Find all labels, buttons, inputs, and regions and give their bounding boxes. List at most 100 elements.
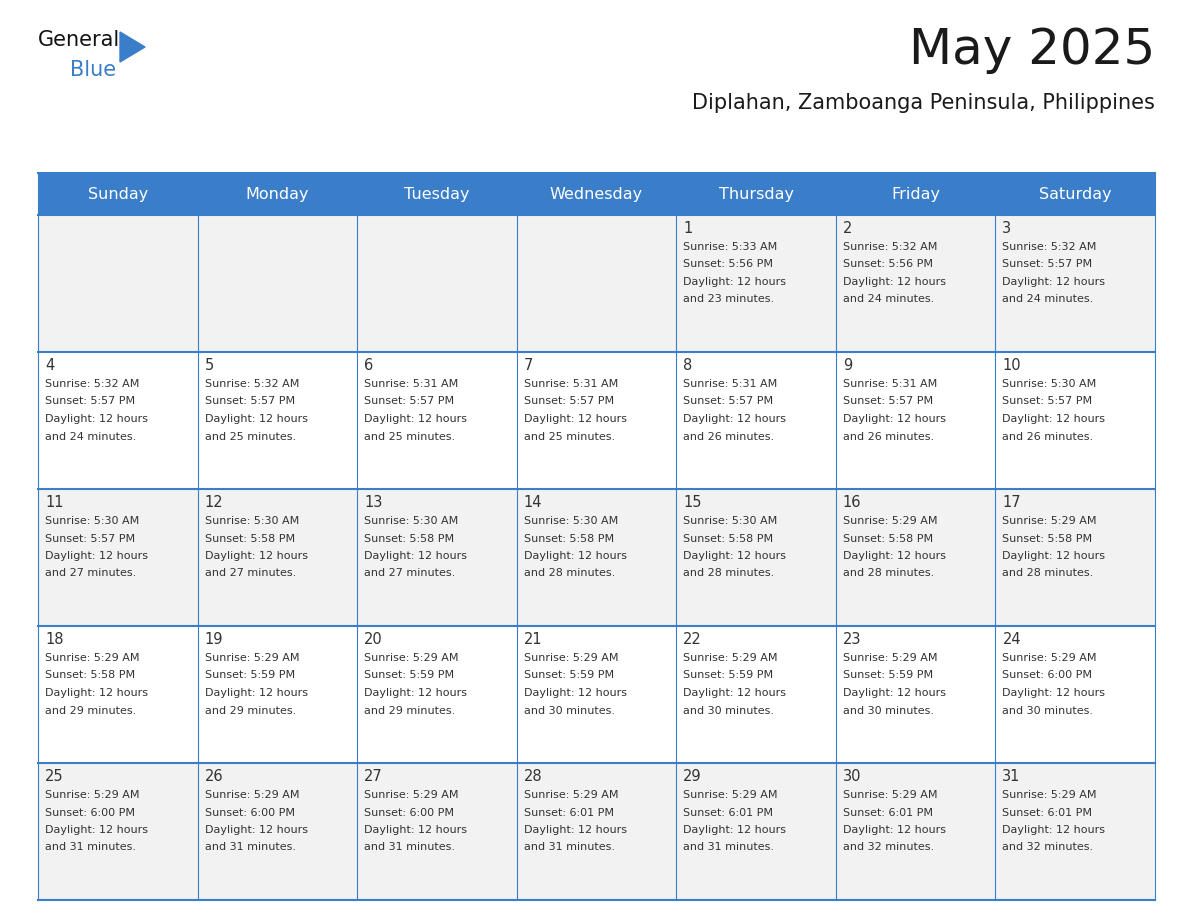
Text: 5: 5: [204, 358, 214, 373]
Bar: [38, 489, 197, 626]
Bar: [197, 352, 358, 489]
Text: and 29 minutes.: and 29 minutes.: [365, 706, 455, 715]
Text: Sunrise: 5:31 AM: Sunrise: 5:31 AM: [524, 379, 618, 389]
Text: Sunset: 5:56 PM: Sunset: 5:56 PM: [842, 260, 933, 270]
Text: Sunset: 5:58 PM: Sunset: 5:58 PM: [204, 533, 295, 543]
Text: 19: 19: [204, 632, 223, 647]
Bar: [197, 173, 358, 215]
Text: Sunset: 6:01 PM: Sunset: 6:01 PM: [524, 808, 614, 818]
Text: Daylight: 12 hours: Daylight: 12 hours: [842, 825, 946, 835]
Text: 17: 17: [1003, 495, 1020, 510]
Bar: [996, 352, 1155, 489]
Text: Sunrise: 5:29 AM: Sunrise: 5:29 AM: [683, 653, 778, 663]
Text: Daylight: 12 hours: Daylight: 12 hours: [365, 414, 467, 424]
Bar: [836, 215, 996, 352]
Text: Daylight: 12 hours: Daylight: 12 hours: [842, 688, 946, 698]
Bar: [836, 626, 996, 763]
Text: Sunrise: 5:29 AM: Sunrise: 5:29 AM: [45, 790, 139, 800]
Bar: [996, 626, 1155, 763]
Text: Daylight: 12 hours: Daylight: 12 hours: [1003, 414, 1105, 424]
Text: Diplahan, Zamboanga Peninsula, Philippines: Diplahan, Zamboanga Peninsula, Philippin…: [693, 93, 1155, 113]
Bar: [676, 215, 836, 352]
Bar: [676, 173, 836, 215]
Text: Sunrise: 5:29 AM: Sunrise: 5:29 AM: [204, 653, 299, 663]
Text: Sunset: 5:57 PM: Sunset: 5:57 PM: [204, 397, 295, 407]
Text: Daylight: 12 hours: Daylight: 12 hours: [204, 551, 308, 561]
Text: Daylight: 12 hours: Daylight: 12 hours: [1003, 277, 1105, 287]
Text: Sunrise: 5:31 AM: Sunrise: 5:31 AM: [683, 379, 777, 389]
Text: and 32 minutes.: and 32 minutes.: [842, 843, 934, 853]
Text: Sunset: 5:57 PM: Sunset: 5:57 PM: [1003, 397, 1093, 407]
Text: 29: 29: [683, 769, 702, 784]
Text: Sunset: 5:57 PM: Sunset: 5:57 PM: [842, 397, 933, 407]
Text: Sunset: 5:58 PM: Sunset: 5:58 PM: [45, 670, 135, 680]
Bar: [676, 763, 836, 900]
Text: Daylight: 12 hours: Daylight: 12 hours: [524, 825, 627, 835]
Text: 25: 25: [45, 769, 64, 784]
Text: Sunset: 5:59 PM: Sunset: 5:59 PM: [365, 670, 454, 680]
Text: Sunset: 5:56 PM: Sunset: 5:56 PM: [683, 260, 773, 270]
Text: Sunset: 5:58 PM: Sunset: 5:58 PM: [683, 533, 773, 543]
Text: 3: 3: [1003, 221, 1011, 236]
Text: Daylight: 12 hours: Daylight: 12 hours: [1003, 825, 1105, 835]
Text: Sunrise: 5:29 AM: Sunrise: 5:29 AM: [1003, 653, 1097, 663]
Text: and 28 minutes.: and 28 minutes.: [683, 568, 775, 578]
Text: 16: 16: [842, 495, 861, 510]
Text: Daylight: 12 hours: Daylight: 12 hours: [204, 688, 308, 698]
Text: Sunday: Sunday: [88, 186, 148, 201]
Bar: [836, 352, 996, 489]
Text: Daylight: 12 hours: Daylight: 12 hours: [45, 825, 148, 835]
Text: Daylight: 12 hours: Daylight: 12 hours: [1003, 688, 1105, 698]
Text: Daylight: 12 hours: Daylight: 12 hours: [365, 551, 467, 561]
Text: and 27 minutes.: and 27 minutes.: [45, 568, 137, 578]
Text: General: General: [38, 30, 120, 50]
Text: and 31 minutes.: and 31 minutes.: [45, 843, 135, 853]
Text: Sunset: 5:58 PM: Sunset: 5:58 PM: [842, 533, 933, 543]
Bar: [38, 352, 197, 489]
Bar: [358, 489, 517, 626]
Text: Daylight: 12 hours: Daylight: 12 hours: [683, 551, 786, 561]
Bar: [358, 626, 517, 763]
Text: Sunset: 5:57 PM: Sunset: 5:57 PM: [524, 397, 614, 407]
Text: Sunrise: 5:29 AM: Sunrise: 5:29 AM: [1003, 516, 1097, 526]
Bar: [358, 173, 517, 215]
Text: Sunset: 5:59 PM: Sunset: 5:59 PM: [204, 670, 295, 680]
Bar: [676, 489, 836, 626]
Text: 21: 21: [524, 632, 543, 647]
Text: and 28 minutes.: and 28 minutes.: [524, 568, 615, 578]
Text: Sunrise: 5:30 AM: Sunrise: 5:30 AM: [1003, 379, 1097, 389]
Bar: [517, 489, 676, 626]
Text: 15: 15: [683, 495, 702, 510]
Text: Sunrise: 5:33 AM: Sunrise: 5:33 AM: [683, 242, 777, 252]
Text: 13: 13: [365, 495, 383, 510]
Text: Sunset: 5:57 PM: Sunset: 5:57 PM: [45, 533, 135, 543]
Text: and 24 minutes.: and 24 minutes.: [842, 295, 934, 305]
Text: May 2025: May 2025: [909, 26, 1155, 74]
Text: Friday: Friday: [891, 186, 940, 201]
Bar: [676, 352, 836, 489]
Text: and 30 minutes.: and 30 minutes.: [683, 706, 775, 715]
Text: and 26 minutes.: and 26 minutes.: [683, 431, 775, 442]
Text: 22: 22: [683, 632, 702, 647]
Text: Sunrise: 5:29 AM: Sunrise: 5:29 AM: [365, 653, 459, 663]
Text: 20: 20: [365, 632, 383, 647]
Text: 1: 1: [683, 221, 693, 236]
Text: Sunset: 5:57 PM: Sunset: 5:57 PM: [683, 397, 773, 407]
Text: Sunrise: 5:29 AM: Sunrise: 5:29 AM: [683, 790, 778, 800]
Text: Daylight: 12 hours: Daylight: 12 hours: [842, 551, 946, 561]
Bar: [358, 215, 517, 352]
Bar: [197, 763, 358, 900]
Bar: [996, 173, 1155, 215]
Text: and 27 minutes.: and 27 minutes.: [204, 568, 296, 578]
Bar: [517, 215, 676, 352]
Text: Sunrise: 5:30 AM: Sunrise: 5:30 AM: [683, 516, 777, 526]
Text: and 24 minutes.: and 24 minutes.: [1003, 295, 1094, 305]
Bar: [996, 489, 1155, 626]
Text: Daylight: 12 hours: Daylight: 12 hours: [365, 688, 467, 698]
Text: Sunrise: 5:32 AM: Sunrise: 5:32 AM: [204, 379, 299, 389]
Bar: [197, 489, 358, 626]
Text: Sunrise: 5:29 AM: Sunrise: 5:29 AM: [842, 790, 937, 800]
Text: Sunrise: 5:32 AM: Sunrise: 5:32 AM: [842, 242, 937, 252]
Text: Sunset: 5:58 PM: Sunset: 5:58 PM: [524, 533, 614, 543]
Text: and 31 minutes.: and 31 minutes.: [524, 843, 614, 853]
